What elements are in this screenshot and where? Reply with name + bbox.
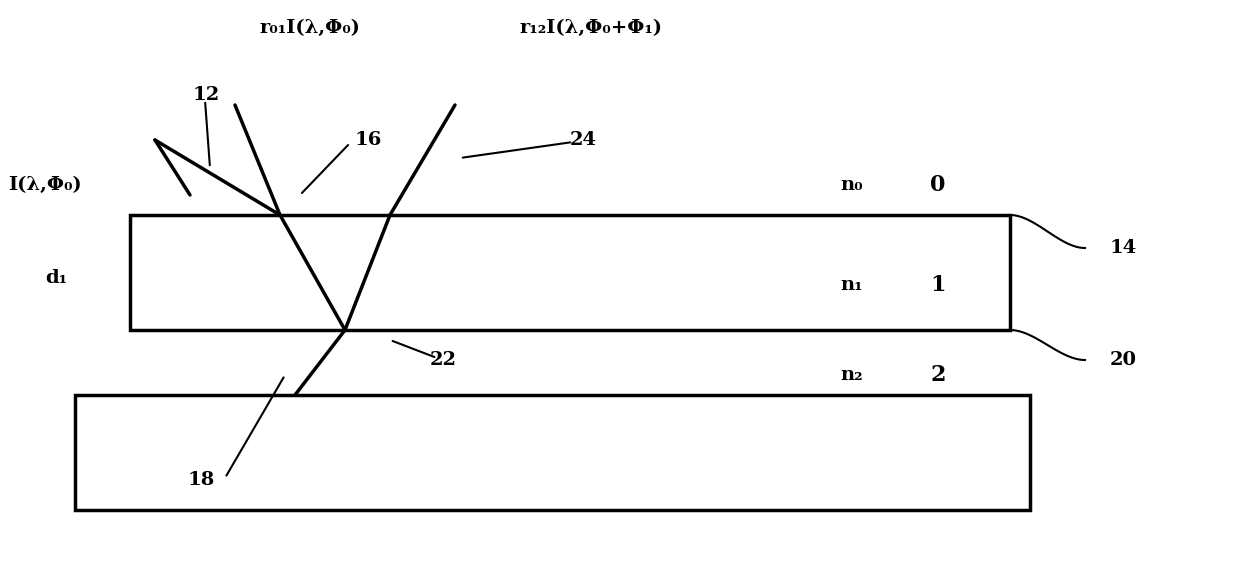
Bar bbox=[74, 395, 1030, 510]
Text: d₁: d₁ bbox=[45, 269, 67, 287]
Text: 24: 24 bbox=[570, 131, 596, 149]
Bar bbox=[130, 215, 1011, 330]
Text: n₀: n₀ bbox=[839, 176, 863, 194]
Text: 2: 2 bbox=[930, 364, 945, 386]
Text: 22: 22 bbox=[430, 351, 458, 369]
Text: 1: 1 bbox=[930, 274, 945, 296]
Text: 12: 12 bbox=[193, 86, 221, 104]
Text: r₀₁I(λ,Φ₀): r₀₁I(λ,Φ₀) bbox=[260, 19, 361, 37]
Text: 16: 16 bbox=[355, 131, 382, 149]
Text: r₁₂I(λ,Φ₀+Φ₁): r₁₂I(λ,Φ₀+Φ₁) bbox=[520, 19, 663, 37]
Text: n₂: n₂ bbox=[839, 366, 863, 384]
Text: n₁: n₁ bbox=[839, 276, 863, 294]
Text: 18: 18 bbox=[188, 471, 216, 489]
Text: 20: 20 bbox=[1110, 351, 1137, 369]
Text: I(λ,Φ₀): I(λ,Φ₀) bbox=[7, 176, 82, 194]
Text: 0: 0 bbox=[930, 174, 945, 196]
Text: 14: 14 bbox=[1110, 239, 1137, 257]
